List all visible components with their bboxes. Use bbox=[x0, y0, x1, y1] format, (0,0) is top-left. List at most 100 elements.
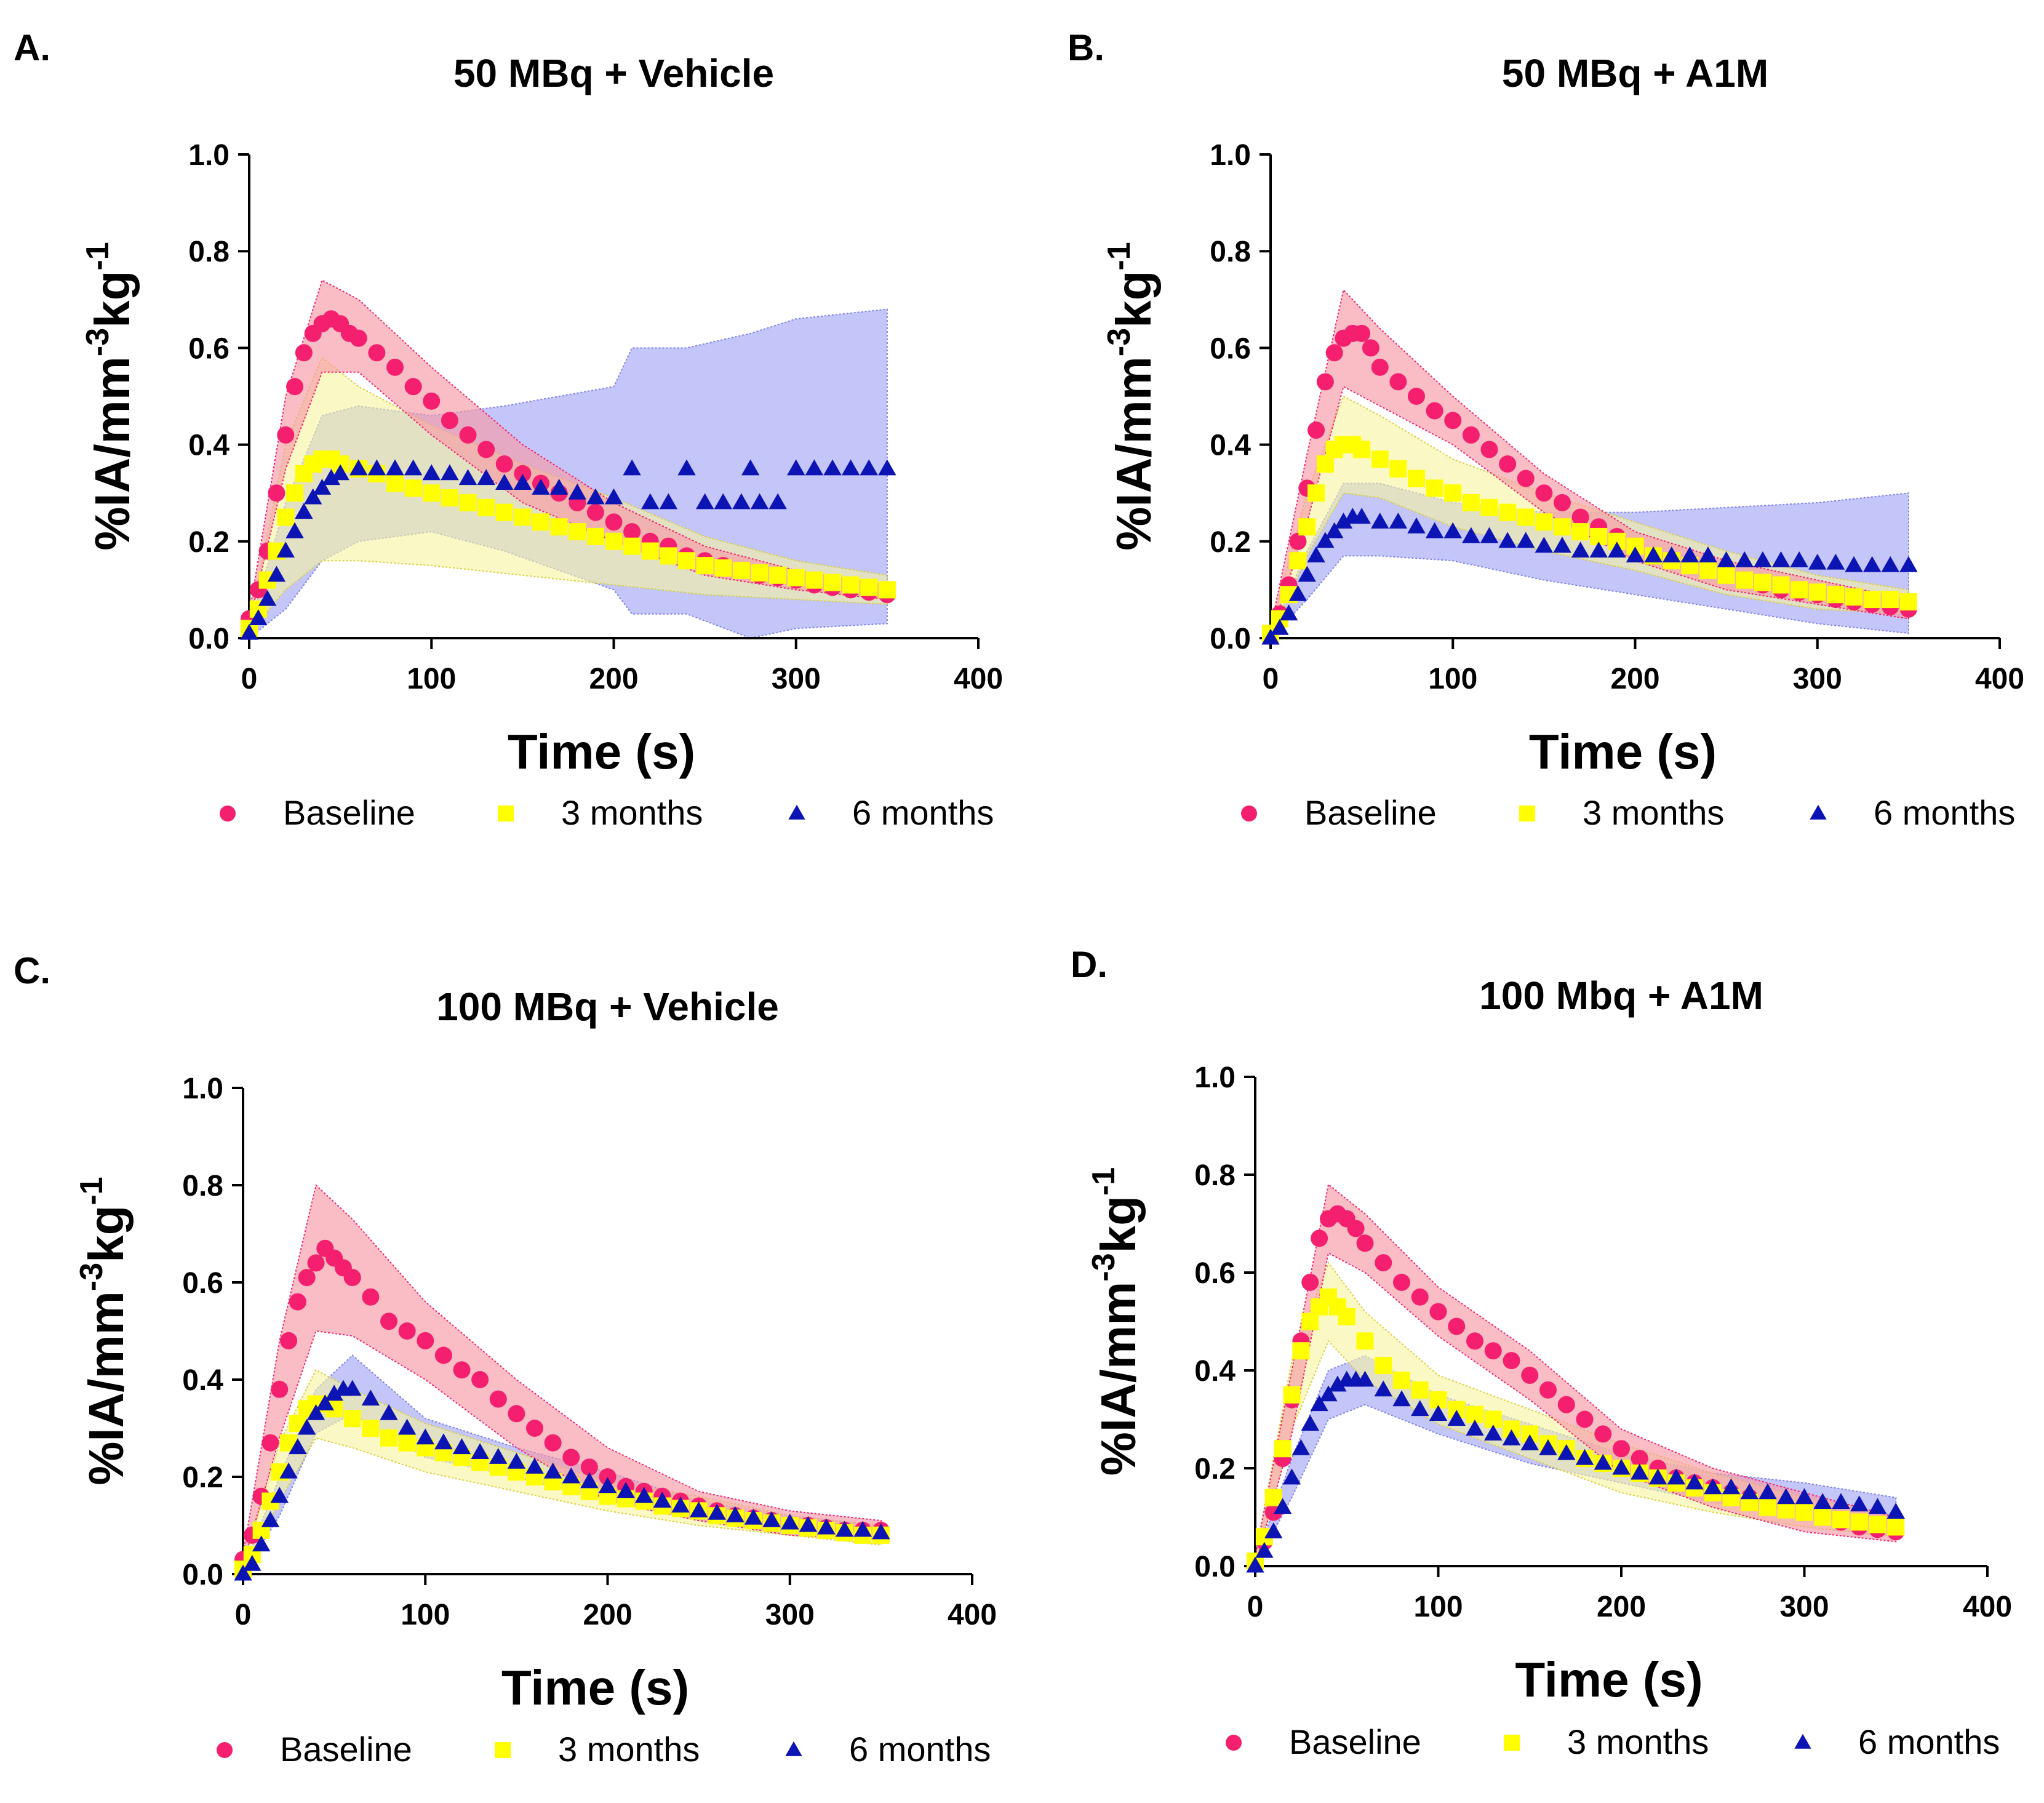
point-month3 bbox=[842, 576, 860, 594]
point-month3 bbox=[1850, 1513, 1868, 1531]
point-month3 bbox=[1316, 455, 1334, 473]
point-baseline bbox=[1444, 412, 1462, 430]
point-month6 bbox=[1771, 551, 1790, 567]
point-baseline bbox=[453, 1361, 471, 1379]
point-month3 bbox=[1845, 588, 1862, 606]
point-month6 bbox=[598, 1477, 617, 1493]
x-tick-label: 400 bbox=[1975, 663, 2024, 695]
x-tick-label: 400 bbox=[954, 663, 1003, 695]
point-baseline bbox=[1503, 1352, 1520, 1370]
panel-letter: B. bbox=[1068, 27, 1104, 68]
point-month3 bbox=[1301, 1313, 1319, 1330]
point-month3 bbox=[1795, 1503, 1813, 1521]
point-month6 bbox=[316, 1394, 335, 1410]
point-month6 bbox=[380, 1404, 398, 1420]
point-baseline bbox=[398, 1322, 416, 1340]
point-month6 bbox=[750, 493, 769, 510]
chart-title: 50 MBq + Vehicle bbox=[453, 51, 774, 95]
point-baseline bbox=[586, 503, 604, 521]
point-month6 bbox=[306, 1404, 325, 1420]
band-baseline bbox=[1255, 1183, 1897, 1567]
y-tick-label: 1.0 bbox=[1210, 139, 1251, 172]
point-month3 bbox=[1863, 591, 1881, 609]
y-tick-label: 0.0 bbox=[182, 1559, 223, 1591]
point-baseline bbox=[1448, 1317, 1466, 1335]
point-baseline bbox=[295, 344, 313, 362]
point-month6 bbox=[1557, 1444, 1576, 1460]
point-month6 bbox=[817, 1518, 836, 1535]
point-month3 bbox=[1699, 561, 1717, 579]
point-month6 bbox=[1520, 1434, 1539, 1450]
point-month6 bbox=[762, 1511, 781, 1527]
point-month6 bbox=[1575, 1449, 1594, 1465]
point-baseline bbox=[599, 1468, 617, 1485]
point-month6 bbox=[1667, 1468, 1685, 1485]
point-month6 bbox=[404, 459, 423, 476]
y-axis-label: %IA/mm-3kg-1 bbox=[74, 1177, 134, 1485]
point-month3 bbox=[714, 559, 732, 577]
point-month3 bbox=[1480, 498, 1498, 516]
point-month3 bbox=[1338, 1308, 1355, 1325]
point-baseline bbox=[623, 523, 641, 541]
legend-label-month6: 6 months bbox=[1858, 1722, 2000, 1761]
y-tick-label: 0.4 bbox=[1210, 430, 1251, 462]
point-month3 bbox=[605, 532, 623, 550]
point-month6 bbox=[732, 493, 751, 510]
point-month6 bbox=[1425, 522, 1444, 538]
point-month6 bbox=[1612, 1458, 1631, 1475]
point-month6 bbox=[349, 459, 368, 476]
point-month6 bbox=[1886, 1503, 1905, 1519]
point-baseline bbox=[261, 1434, 279, 1452]
point-month3 bbox=[380, 1429, 397, 1447]
point-month6 bbox=[744, 1508, 763, 1525]
point-month3 bbox=[1408, 470, 1425, 487]
x-tick-label: 300 bbox=[1793, 663, 1842, 695]
point-month6 bbox=[1881, 556, 1899, 572]
x-tick-label: 0 bbox=[1263, 663, 1279, 695]
point-month6 bbox=[653, 1492, 672, 1508]
point-baseline bbox=[1613, 1440, 1630, 1458]
point-month3 bbox=[1292, 1342, 1310, 1360]
point-baseline bbox=[1594, 1425, 1612, 1443]
legend: Baseline 3 months 6 months bbox=[220, 793, 994, 832]
point-month3 bbox=[1389, 460, 1407, 478]
point-month3 bbox=[277, 508, 295, 526]
point-baseline bbox=[508, 1405, 525, 1423]
y-tick-label: 0.4 bbox=[188, 430, 230, 462]
point-month6 bbox=[741, 459, 760, 476]
point-month3 bbox=[569, 523, 586, 541]
point-month3 bbox=[1274, 1440, 1291, 1458]
legend-marker-baseline bbox=[217, 1742, 233, 1758]
point-month6 bbox=[489, 1448, 508, 1464]
point-month6 bbox=[1808, 553, 1827, 570]
point-month6 bbox=[1790, 551, 1808, 567]
point-baseline bbox=[544, 1434, 562, 1452]
point-month3 bbox=[1827, 586, 1845, 604]
point-month6 bbox=[1334, 512, 1353, 529]
point-month6 bbox=[1868, 1498, 1887, 1514]
point-baseline bbox=[1429, 1303, 1447, 1321]
y-tick-label: 1.0 bbox=[1194, 1061, 1236, 1094]
point-baseline bbox=[289, 1293, 306, 1311]
point-month6 bbox=[1246, 1556, 1264, 1573]
point-baseline bbox=[441, 412, 458, 430]
point-month6 bbox=[416, 1428, 434, 1445]
point-baseline bbox=[580, 1458, 598, 1476]
legend-label-baseline: Baseline bbox=[1289, 1722, 1421, 1761]
point-baseline bbox=[1362, 339, 1379, 357]
point-month6 bbox=[1319, 1385, 1338, 1402]
point-month6 bbox=[1685, 1473, 1704, 1490]
point-month3 bbox=[404, 479, 422, 497]
point-month6 bbox=[1407, 517, 1426, 534]
point-baseline bbox=[1480, 441, 1498, 458]
point-month3 bbox=[1298, 518, 1316, 536]
point-month6 bbox=[635, 1487, 653, 1503]
point-month6 bbox=[386, 459, 404, 476]
point-month6 bbox=[1429, 1405, 1448, 1421]
x-tick-label: 100 bbox=[1413, 1591, 1463, 1623]
point-month3 bbox=[586, 527, 604, 545]
point-month6 bbox=[397, 1418, 417, 1435]
panel-letter: C. bbox=[14, 950, 50, 991]
point-month6 bbox=[1443, 522, 1462, 538]
point-month6 bbox=[295, 503, 313, 519]
